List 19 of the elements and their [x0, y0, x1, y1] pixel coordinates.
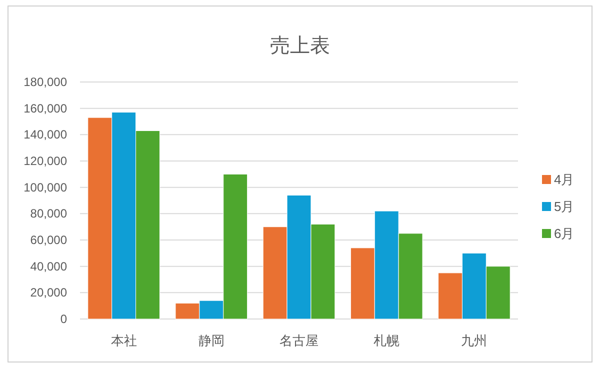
y-tick-label: 120,000 — [24, 154, 68, 168]
y-tick-label: 80,000 — [30, 206, 68, 221]
legend-label: 5月 — [554, 199, 574, 214]
legend-label: 4月 — [554, 172, 574, 187]
y-tick-label: 60,000 — [30, 233, 68, 247]
y-tick-label: 180,000 — [24, 75, 68, 89]
x-tick-label: 札幌 — [374, 333, 400, 348]
x-tick-label: 静岡 — [198, 333, 224, 348]
y-tick-label: 40,000 — [30, 259, 68, 274]
y-tick-label: 20,000 — [30, 286, 68, 300]
y-tick-label: 160,000 — [24, 101, 68, 116]
y-tick-label: 0 — [60, 312, 68, 326]
y-tick-label: 140,000 — [24, 128, 68, 142]
chart-title: 売上表 — [270, 35, 330, 57]
x-tick-label: 九州 — [461, 333, 488, 348]
legend-label: 6月 — [554, 226, 574, 241]
x-tick-label: 名古屋 — [280, 333, 318, 348]
y-tick-label: 100,000 — [24, 180, 68, 194]
x-tick-label: 本社 — [110, 333, 137, 348]
